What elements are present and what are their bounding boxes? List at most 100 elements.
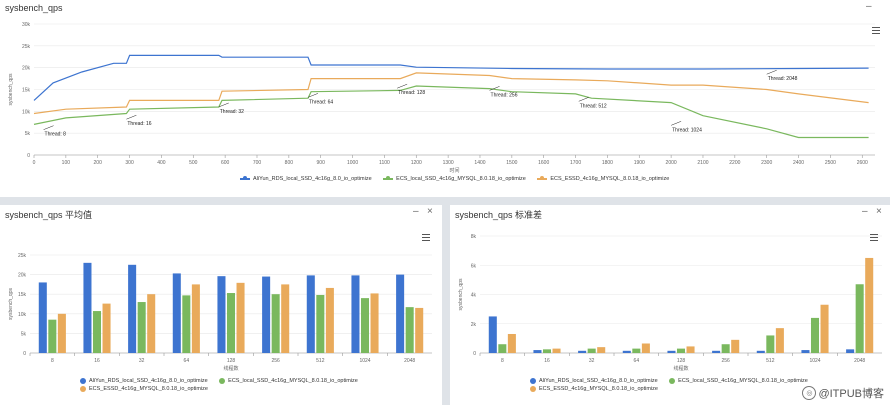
y-tick-label: 4k [471,293,477,299]
x-tick-label: 500 [189,160,198,166]
x-tick-label: 8 [501,358,504,364]
legend-label: ECS_ESSD_4c16g_MYSQL_8.0.18_io_optimize [89,386,208,392]
legend-item-ecs-essd[interactable]: ECS_ESSD_4c16g_MYSQL_8.0.18_io_optimize [537,176,669,182]
annotation-label: Thread: 16 [127,121,151,127]
y-tick-label: 25k [18,253,27,259]
x-tick-label: 32 [589,358,595,364]
bar-ecs-essd [236,282,245,353]
annotation-pointer [397,83,408,89]
x-tick-label: 8 [51,358,54,364]
annotation-pointer [489,86,500,91]
bar-aliyun [128,264,137,353]
x-tick-label: 512 [766,358,775,364]
close-button[interactable]: × [427,206,433,217]
y-tick-label: 0 [23,351,26,357]
annotation-label: Thread: 64 [309,99,333,105]
bar-ecs-essd [731,339,740,353]
x-tick-label: 1900 [634,160,645,166]
minimize-button[interactable]: – [862,206,868,217]
bar-aliyun [396,274,405,353]
x-tick-label: 2100 [697,160,708,166]
x-tick-label: 128 [227,358,236,364]
chart-menu-icon[interactable] [422,234,430,241]
close-button[interactable]: × [876,206,882,217]
minimize-button[interactable]: – [866,1,872,12]
watermark: ◎ @ITPUB博客 [802,385,884,401]
legend-item-ecs-local[interactable]: ECS_local_SSD_4c16g_MYSQL_8.0.18_io_opti… [383,176,526,182]
y-tick-label: 10k [22,109,31,115]
bar-ecs-local [92,311,102,353]
series-line-2 [33,72,869,115]
x-tick-label: 2200 [729,160,740,166]
bar-ecs-local [766,335,775,353]
bar-ecs-essd [552,348,561,353]
y-tick-label: 5k [25,131,31,137]
bar-chart-stddev: 0 2k 4k 6k 8k 8 16 32 64 128 256 512 1024 2048 线程数 sysb… [458,234,882,372]
y-tick-label: 0 [473,351,476,357]
bar-aliyun [262,276,271,353]
minimize-button[interactable]: – [413,206,419,217]
chart-menu-icon[interactable] [872,27,880,34]
x-tick-label: 1100 [379,160,390,166]
x-tick-label: 0 [33,160,36,166]
bar-ecs-essd [325,287,334,353]
panel-title: sysbench_qps [5,3,63,13]
y-tick-label: 15k [18,292,27,298]
x-tick-label: 700 [253,160,262,166]
qps-timeseries-panel: sysbench_qps – 0 5k 10k 15k 20k 25k 30k 0 100 200… [0,0,890,197]
bar-ecs-essd [775,328,784,353]
bar-ecs-essd [370,293,379,353]
legend-marker [219,378,226,384]
bar-ecs-local [271,294,280,353]
bar-ecs-local [542,349,552,353]
legend-marker [669,378,676,384]
y-tick-label: 25k [22,44,31,50]
bar-ecs-essd [820,304,829,353]
x-tick-label: 16 [94,358,100,364]
legend-item-aliyun[interactable]: AliYun_RDS_local_SSD_4c16g_8.0_io_optimi… [240,176,372,182]
chart-menu-icon[interactable] [870,234,878,241]
legend-item-ecs-local[interactable]: ECS_local_SSD_4c16g_MYSQL_8.0.18_io_opti… [669,378,808,384]
x-tick-label: 64 [184,358,190,364]
y-tick-label: 20k [18,273,27,279]
x-tick-label: 300 [125,160,134,166]
x-tick-label: 2400 [793,160,804,166]
bar-ecs-local [182,295,191,353]
bar-ecs-local [226,293,236,353]
annotation-label: Thread: 1024 [672,127,702,133]
legend-item-aliyun[interactable]: AliYun_RDS_local_SSD_4c16g_8.0_io_optimi… [530,378,658,384]
legend-label: ECS_local_SSD_4c16g_MYSQL_8.0.18_io_opti… [228,378,358,384]
bar-aliyun [712,350,721,353]
annotation-pointer [766,69,777,75]
legend-item-aliyun[interactable]: AliYun_RDS_local_SSD_4c16g_8.0_io_optimi… [80,378,208,384]
legend-item-ecs-local[interactable]: ECS_local_SSD_4c16g_MYSQL_8.0.18_io_opti… [219,378,358,384]
legend-label: ECS_local_SSD_4c16g_MYSQL_8.0.18_io_opti… [396,176,526,182]
bar-aliyun [351,275,360,353]
bar-ecs-local [316,294,325,353]
bar-aliyun [488,316,497,353]
x-tick-label: 256 [721,358,730,364]
x-tick-label: 1500 [506,160,517,166]
x-tick-label: 600 [221,160,230,166]
y-axis-label: sysbench_qps [8,73,14,105]
bar-aliyun [217,276,226,353]
bar-ecs-essd [191,284,200,353]
annotation-label: Thread: 512 [580,103,607,109]
legend-item-ecs-essd[interactable]: ECS_ESSD_4c16g_MYSQL_8.0.18_io_optimize [530,386,658,392]
x-tick-label: 16 [544,358,550,364]
bar-aliyun [756,350,765,353]
y-tick-label: 10k [18,312,27,318]
series-line-1 [33,85,869,139]
legend-label: AliYun_RDS_local_SSD_4c16g_8.0_io_optimi… [253,176,372,182]
annotation-label: Thread: 8 [45,132,67,138]
panel-title: sysbench_qps 标准差 [455,210,543,220]
annotation-pointer [671,121,682,126]
bar-aliyun [172,273,181,353]
legend-item-ecs-essd[interactable]: ECS_ESSD_4c16g_MYSQL_8.0.18_io_optimize [80,386,208,392]
x-tick-label: 800 [285,160,294,166]
annotation-label: Thread: 128 [398,90,425,96]
y-tick-label: 15k [22,88,31,94]
watermark-logo-icon: ◎ [802,386,817,400]
bar-ecs-local [498,344,507,353]
bar-aliyun [306,275,315,353]
